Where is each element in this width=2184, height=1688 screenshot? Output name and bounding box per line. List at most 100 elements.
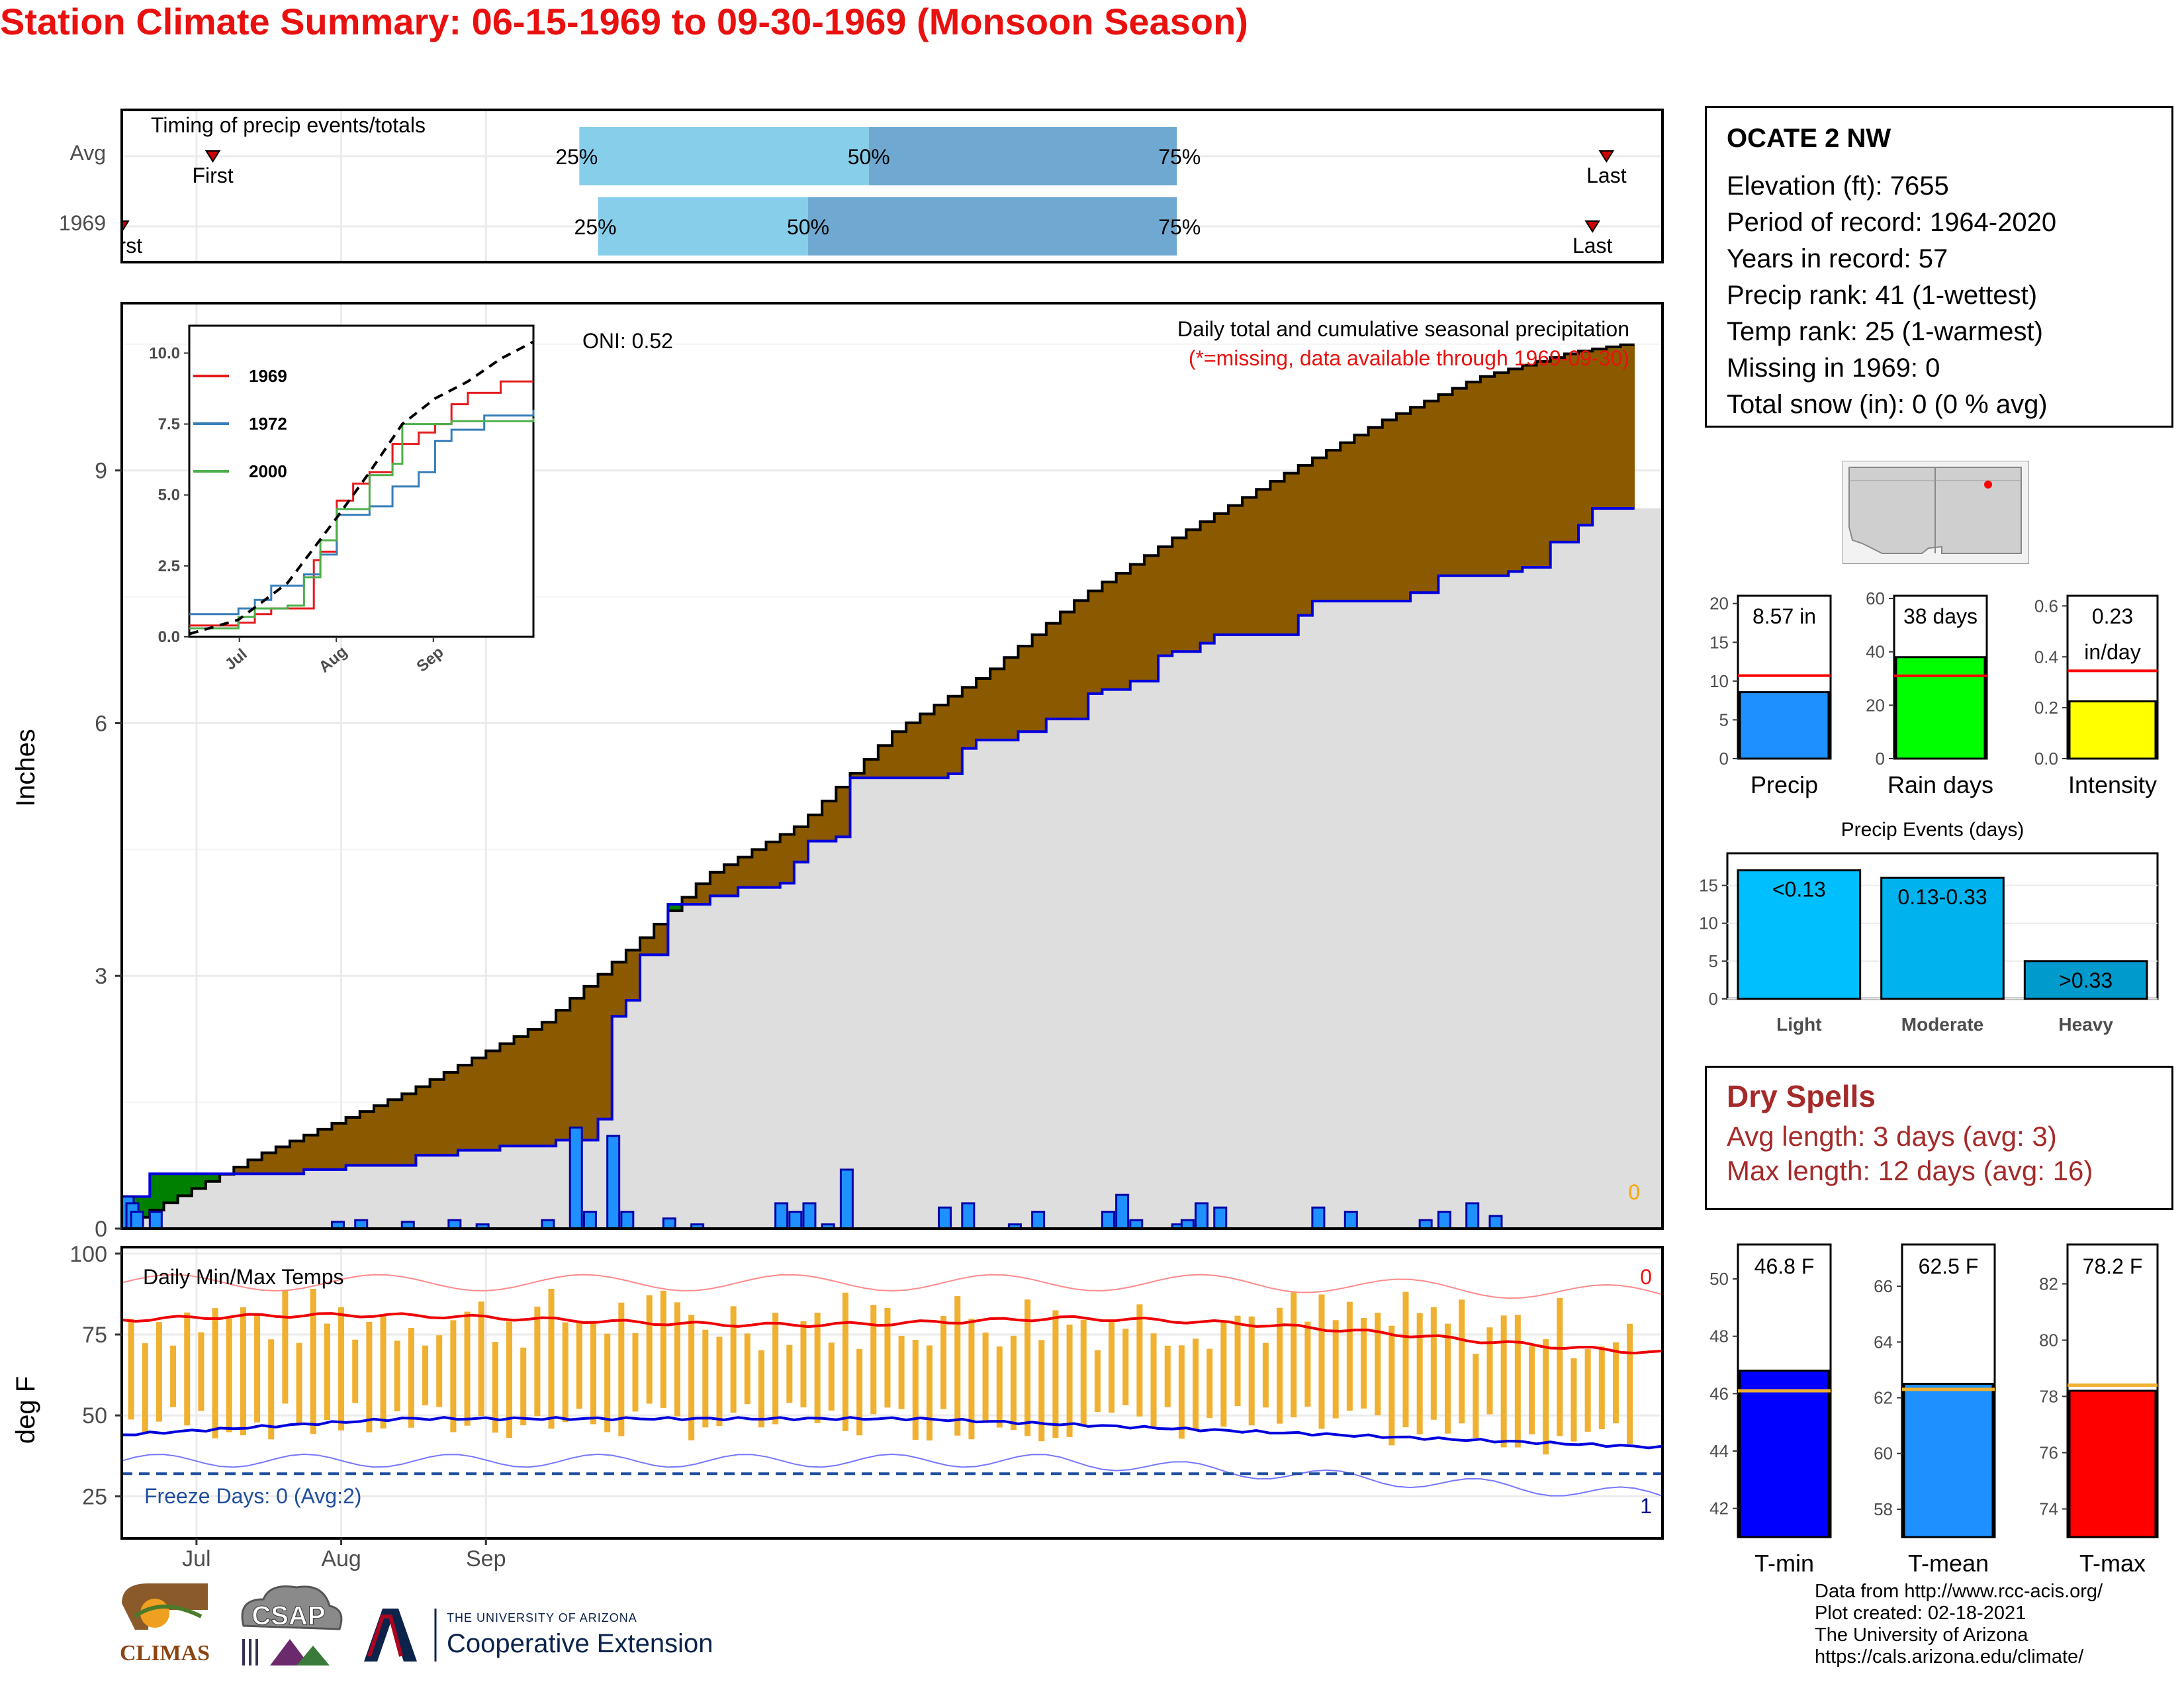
deficit-fill bbox=[359, 1111, 375, 1166]
inset-legend-label: 2000 bbox=[249, 461, 287, 481]
deficit-fill bbox=[1550, 357, 1565, 542]
deficit-fill bbox=[1494, 373, 1509, 576]
location-map bbox=[1843, 461, 2029, 564]
deficit-fill bbox=[1298, 465, 1313, 616]
daily-precip-bar bbox=[606, 1135, 621, 1230]
daily-precip-bar bbox=[1488, 1215, 1503, 1230]
summary-ytick-label: 0.6 bbox=[2034, 596, 2058, 616]
deficit-fill bbox=[1536, 361, 1551, 568]
deficit-fill bbox=[248, 1160, 263, 1174]
deficit-fill bbox=[794, 826, 809, 863]
deficit-fill bbox=[1396, 413, 1411, 601]
timing-p75-label: 75% bbox=[1158, 215, 1201, 239]
timing-bar-25-50 bbox=[598, 197, 809, 256]
events-bar-label: Light bbox=[1776, 1014, 1821, 1035]
temp-missing-top: 0 bbox=[1640, 1265, 1652, 1289]
timing-p50-label: 50% bbox=[848, 145, 890, 169]
timing-bar-25-50 bbox=[579, 127, 869, 185]
surplus-fill bbox=[163, 1174, 179, 1203]
deficit-fill bbox=[1438, 395, 1453, 576]
temp-chart: 25 50 75 100 deg F Daily Min/Max Temps 0 Fr… bbox=[11, 1244, 1664, 1571]
events-value-label: <0.13 bbox=[1772, 878, 1826, 902]
inset-legend-label: 1972 bbox=[249, 414, 287, 434]
svg-text:CLIMAS: CLIMAS bbox=[120, 1641, 210, 1665]
events-bar-label: Heavy bbox=[2058, 1014, 2113, 1035]
deficit-fill bbox=[1410, 407, 1425, 593]
deficit-fill bbox=[976, 679, 991, 740]
station-precip-rank: Precip rank: 41 (1-wettest) bbox=[1727, 281, 2038, 310]
credit-university: The University of Arizona bbox=[1815, 1624, 2028, 1646]
month-label: Sep bbox=[466, 1546, 506, 1571]
temp-summary-value-label: 46.8 F bbox=[1754, 1254, 1815, 1278]
deficit-fill bbox=[541, 1022, 557, 1147]
events-ytick-label: 15 bbox=[1699, 876, 1718, 896]
daily-precip-bar bbox=[839, 1168, 854, 1230]
deficit-fill bbox=[416, 1086, 431, 1156]
deficit-fill bbox=[612, 962, 627, 1017]
deficit-fill bbox=[1368, 427, 1383, 601]
temp-ytick-label: 75 bbox=[82, 1323, 107, 1348]
daily-precip-bar bbox=[1311, 1206, 1326, 1230]
summary-ytick-label: 15 bbox=[1709, 632, 1729, 652]
summary-value-label: 38 days bbox=[1903, 604, 1978, 628]
daily-precip-bar bbox=[1213, 1206, 1228, 1230]
deficit-fill bbox=[850, 773, 865, 778]
deficit-fill bbox=[1354, 435, 1369, 601]
deficit-fill bbox=[373, 1105, 388, 1166]
temp-summary-ytick-label: 78 bbox=[2039, 1387, 2058, 1407]
inset-ytick-label: 0.0 bbox=[158, 628, 180, 646]
temp-ytick-label: 100 bbox=[69, 1244, 107, 1267]
credit-url: https://cals.arizona.edu/climate/ bbox=[1815, 1646, 2084, 1667]
summary-ytick-label: 5 bbox=[1719, 710, 1729, 729]
deficit-fill bbox=[1466, 382, 1481, 576]
daily-precip-bar bbox=[148, 1211, 163, 1230]
dry-max-length: Max length: 12 days (avg: 16) bbox=[1727, 1155, 2093, 1186]
daily-precip-bar bbox=[1101, 1211, 1115, 1230]
deficit-fill bbox=[1200, 522, 1215, 643]
timing-p75-label: 75% bbox=[1158, 145, 1201, 169]
summary-bar bbox=[2068, 700, 2157, 760]
summary-ytick-label: 0.4 bbox=[2034, 647, 2058, 667]
timing-first-label: First bbox=[192, 164, 233, 187]
deficit-fill bbox=[920, 714, 934, 778]
daily-precip-bar bbox=[1031, 1211, 1046, 1230]
temp-label: Daily Min/Max Temps bbox=[143, 1265, 343, 1289]
deficit-fill bbox=[1172, 538, 1187, 652]
summary-ytick-label: 20 bbox=[1866, 695, 1885, 715]
daily-precip-bar bbox=[1195, 1202, 1209, 1230]
climas-logo: CLIMAS bbox=[115, 1583, 214, 1665]
record-high-line bbox=[121, 1274, 1663, 1299]
inset-frame bbox=[188, 324, 535, 638]
temp-summary-bar bbox=[1903, 1382, 1994, 1538]
oni-label: ONI: 0.52 bbox=[582, 329, 673, 353]
summary-ytick-label: 0 bbox=[1876, 749, 1885, 769]
surplus-fill bbox=[150, 1174, 164, 1211]
svg-text:CSAP: CSAP bbox=[251, 1601, 325, 1630]
temp-ylabel: deg F bbox=[11, 1376, 40, 1444]
deficit-fill bbox=[906, 722, 921, 778]
month-label: Aug bbox=[321, 1546, 361, 1571]
timing-first-marker bbox=[205, 150, 221, 163]
summary-bar-label: Rain days bbox=[1888, 771, 1993, 798]
missing-count: 0 bbox=[1628, 1180, 1640, 1204]
station-missing: Missing in 1969: 0 bbox=[1727, 353, 1940, 383]
deficit-fill bbox=[598, 974, 613, 1119]
precip-legend-title: Daily total and cumulative seasonal prec… bbox=[1177, 317, 1629, 341]
credit-created: Plot created: 02-18-2021 bbox=[1815, 1603, 2026, 1624]
temp-summary-ytick-label: 76 bbox=[2039, 1443, 2058, 1463]
temp-summary-bar-label: T-mean bbox=[1908, 1550, 1989, 1575]
daily-precip-bar bbox=[1437, 1211, 1451, 1230]
timing-p25-label: 25% bbox=[555, 145, 598, 169]
deficit-fill bbox=[1074, 600, 1089, 720]
deficit-fill bbox=[457, 1065, 473, 1150]
summary-bars: 0 5 10 15 20 8.57 in Precip 0 20 40 60 38 days Rain … bbox=[1709, 588, 2159, 798]
events-value-label: >0.33 bbox=[2059, 968, 2113, 992]
dry-spells-title: Dry Spells bbox=[1727, 1079, 1876, 1113]
deficit-fill bbox=[990, 669, 1005, 740]
deficit-fill bbox=[1214, 513, 1229, 635]
events-ytick-label: 5 bbox=[1709, 951, 1718, 971]
timing-last-marker bbox=[1598, 150, 1615, 163]
events-ytick-label: 0 bbox=[1709, 989, 1718, 1009]
surplus-fill bbox=[668, 904, 683, 911]
temp-summary-ytick-label: 58 bbox=[1874, 1499, 1893, 1519]
